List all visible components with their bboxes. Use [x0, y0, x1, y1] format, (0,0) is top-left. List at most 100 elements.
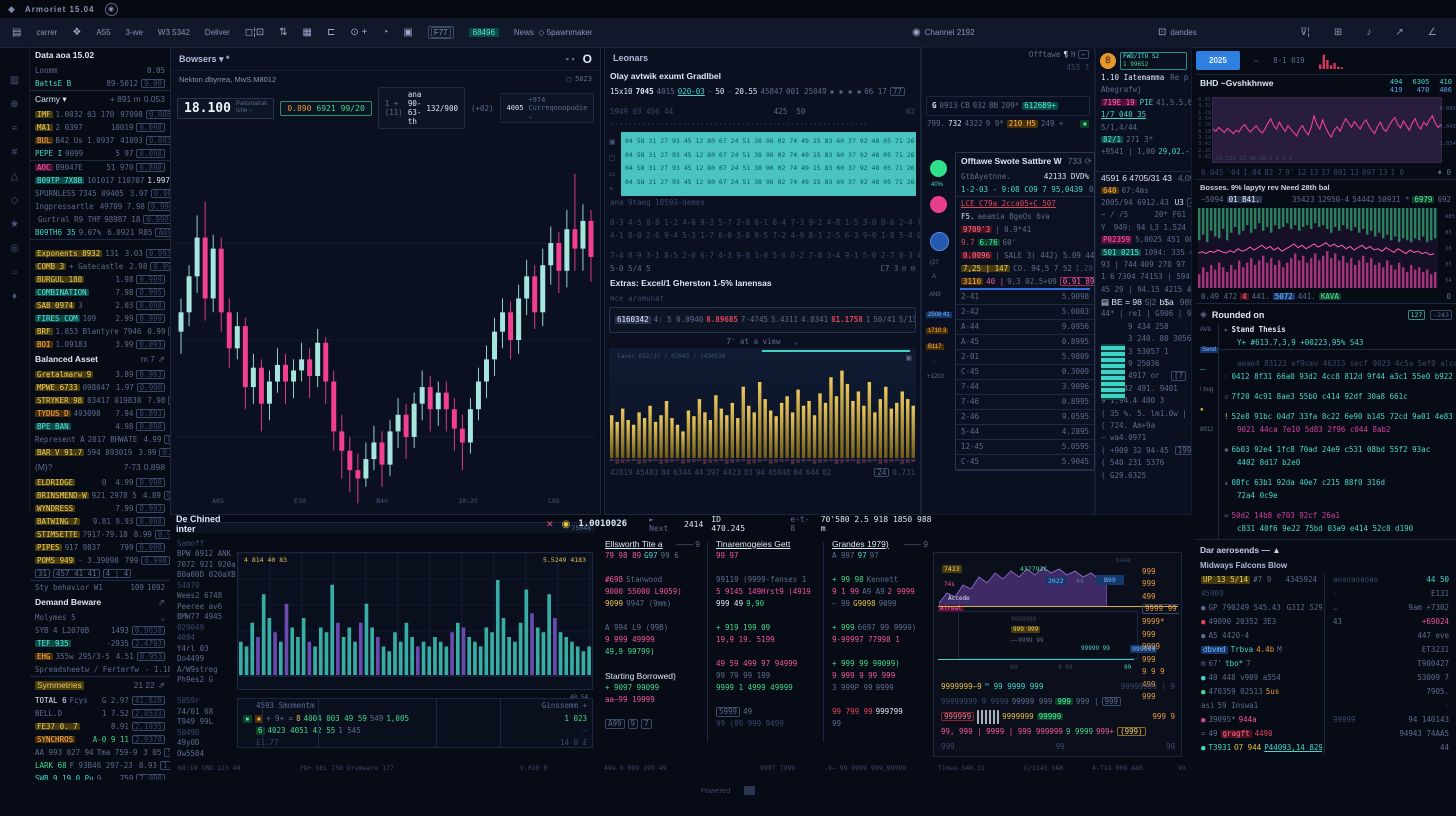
row[interactable]: BPE BAN 4.98 0.898 — [30, 420, 170, 433]
range-box[interactable]: 1 + (11) ana 90-63-th 132/900 — [377, 87, 465, 129]
chart-header-dots-icon[interactable]: ▪ ▪ — [565, 54, 575, 64]
menu-item[interactable]: F77 — [427, 26, 454, 39]
row[interactable]: 2005/94 6912.43 U346 — [1096, 197, 1191, 209]
row[interactable]: T900427 — [1328, 657, 1454, 671]
table-title[interactable]: Dar aerosends — ▲ — [1200, 545, 1281, 555]
row[interactable]: A-44 9.0956 — [956, 320, 1094, 335]
row[interactable]: ( 540 231 5376 — [1096, 457, 1191, 469]
row[interactable]: 4593 Smomentm Ginssomm + — [238, 699, 592, 713]
row[interactable]: 9 434 258 — [1096, 320, 1191, 332]
strip-chip-orange2[interactable]: B117 — [926, 344, 944, 350]
row[interactable]: Samoff — [172, 538, 236, 549]
row[interactable]: Tinaremogeies Gett — [711, 538, 821, 550]
row[interactable] — [605, 98, 920, 105]
row[interactable]: 9 1,94.4 400 3 — [1096, 395, 1191, 407]
row[interactable]: Ellsworth Tite a —— 9 — [600, 538, 705, 550]
row[interactable]: 2-46 9.0595 — [956, 410, 1094, 425]
row[interactable]: m 67' tbo* 7 — [1196, 657, 1322, 671]
row[interactable]: 999 — [1137, 565, 1179, 578]
row[interactable]: ! 52e8 91bc 04d7 33fa 8c22 6e90 b145 72cd… — [1219, 410, 1456, 423]
row[interactable]: 999 — [1137, 628, 1179, 641]
channel-indicator[interactable]: ◉ Channel 2192 — [912, 27, 975, 38]
row[interactable]: BattsE B 89-5012 9.09 — [30, 77, 170, 91]
row[interactable]: BMW77 4945 — [172, 612, 236, 623]
row[interactable]: Ow5504 — [172, 748, 236, 759]
row[interactable]: + 999 6697 99 9999) — [827, 622, 933, 634]
row[interactable]: ≈50d2 14b8 e703 92cf 26a1 — [1219, 509, 1456, 522]
row[interactable]: 74/01 68 — [172, 706, 236, 717]
next-label[interactable]: ► Next — [649, 515, 669, 533]
row[interactable]: c831 40f6 9e22 75bd 03a9 e414 52c8 d190 — [1219, 522, 1456, 535]
row[interactable] — [600, 610, 705, 622]
candlestick-chart[interactable] — [177, 160, 595, 520]
row[interactable]: 5 9145 149Hrst9 (4919 — [711, 586, 821, 598]
row[interactable]: 45 29 | 94.15 4215 4P943 — [1096, 283, 1191, 295]
row[interactable] — [827, 562, 933, 574]
row[interactable]: ELDRIDGE 0 4.99 0.998 — [30, 476, 170, 489]
row[interactable]: 9999999—9 ™ 99 9999 999 99999999 | 9 — [936, 679, 1180, 694]
row[interactable]: 7905. — [1328, 685, 1454, 699]
teal-gauge[interactable] — [1101, 344, 1125, 400]
row[interactable]: TYDUS D 493098 7.94 0.893 — [30, 407, 170, 420]
row[interactable]: 99119 (9999-fanses 1 — [711, 574, 821, 586]
row[interactable]: BELL.D 1 7.52 2.8533 — [30, 707, 170, 720]
row[interactable]: Lonmm 0.05 — [30, 64, 170, 77]
row[interactable]: PEPE I 9099 5 97 0.098 — [30, 147, 170, 161]
row[interactable] — [1219, 436, 1456, 443]
row[interactable]: Olay avtwik exumt Gradlbel — [605, 68, 920, 85]
row[interactable]: 49y0D — [172, 738, 236, 749]
chart-scrollbar[interactable]: 75048 — [177, 522, 595, 533]
row[interactable]: 44* | re1 | G906 | 940 ru8 — [1096, 308, 1191, 320]
order-entry-row[interactable]: 6160342 4: 5 0.0940 8.89685 7-4745 5.4311 4.0… — [609, 307, 916, 333]
feed-margin-item[interactable]: ! bug — [1200, 387, 1214, 393]
row[interactable]: ▴ 08fc 63b1 92da 40e7 c215 88f0 316d — [1219, 476, 1456, 489]
row[interactable]: ( G29.6325 — [1096, 469, 1191, 481]
feed-button-2[interactable]: -243 — [1430, 309, 1452, 320]
teal-rule[interactable] — [938, 659, 1134, 660]
row[interactable]: 3 999P 99 9999 — [827, 682, 933, 694]
row[interactable]: ~ / /5 20* F61 — [1096, 209, 1191, 221]
wave-icon[interactable]: ~ — [1253, 55, 1260, 66]
yellow-rule[interactable] — [938, 606, 1178, 607]
row[interactable]: asi 59 Inswa1 — [1196, 699, 1322, 713]
row[interactable]: 9999 — [1137, 641, 1179, 654]
row[interactable]: 1.10 Iatemamma Re p — [1096, 72, 1191, 84]
row[interactable]: ▸ Stand Thesis — [1219, 323, 1456, 336]
row[interactable]: SAB 0974 3 2.03 0.098 — [30, 299, 170, 312]
btc-coin-icon[interactable]: ฿ — [1100, 52, 1116, 69]
rail-icon[interactable]: ♦ — [11, 291, 18, 302]
row[interactable]: 9 25036 — [1096, 358, 1191, 370]
row[interactable]: Offtawe ¶ H ⌐ — [922, 48, 1094, 61]
row[interactable]: Peeree av6 — [172, 601, 236, 612]
row[interactable]: + 919 199 09 — [711, 622, 821, 634]
row[interactable]: — 99 G9098 9099 — [827, 598, 933, 610]
row[interactable]: MPWE 6733 098047 1.97 0.998 — [30, 381, 170, 394]
row[interactable]: MA1 2 0397 10019 0.098 — [30, 121, 170, 134]
row[interactable]: BPW 0912 ANK — [172, 549, 236, 560]
row[interactable]: 5049D — [172, 727, 236, 738]
row[interactable]: ( +909 32 94-45 199b — [1096, 444, 1191, 456]
row[interactable]: 9099 9947 (9mm) — [600, 598, 705, 610]
row[interactable]: 999 — [1137, 578, 1179, 591]
row[interactable]: FIRES COM 109 2.99 0.999 — [30, 312, 170, 325]
row[interactable] — [711, 610, 821, 622]
row[interactable] — [1219, 502, 1456, 509]
row[interactable]: 31 457 41 41 4 ¦ 4 — [30, 567, 170, 581]
row[interactable]: 15x10 7045 4015 020-03—50—20.55 45847 001 250… — [605, 85, 920, 98]
row[interactable] — [605, 242, 920, 249]
row[interactable]: ● 49090 20352 3E3 — [1196, 615, 1322, 629]
row[interactable] — [30, 240, 170, 247]
rail-icon[interactable]: ▥ — [9, 75, 20, 86]
row[interactable]: + 999 99 99099) — [827, 658, 933, 670]
row[interactable]: mce aromunat — [605, 292, 920, 305]
row[interactable]: 79 98 89 G97 99 6 — [600, 550, 705, 562]
row[interactable] — [600, 562, 705, 574]
row[interactable] — [711, 694, 821, 706]
footer-box-icon[interactable] — [744, 786, 756, 795]
